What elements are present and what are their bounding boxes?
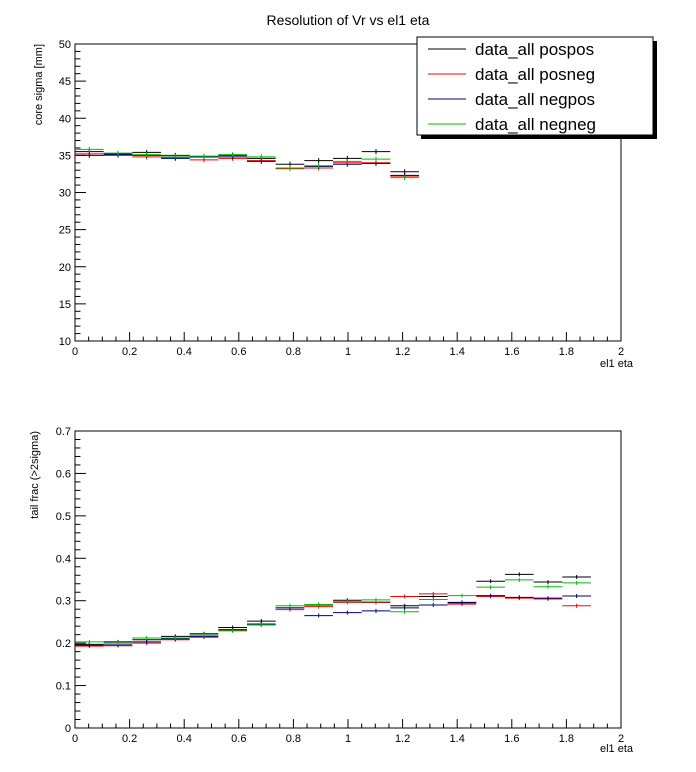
legend: data_all pospos data_all posneg data_all n… [416,36,657,139]
core-sigma-x-tick-label-0: 0 [72,346,78,358]
core-sigma-y-tick-label-0: 10 [59,336,71,348]
core-sigma-x-tick-label-6: 1.2 [395,346,410,358]
tail-frac-y-tick-label-1: 0.1 [56,681,71,693]
tail-frac-series-2 [75,593,591,648]
core-sigma-x-tick-label-3: 0.6 [231,346,246,358]
tail-frac-y-tick-label-3: 0.3 [56,596,71,608]
tail-frac-y-tick-label-2: 0.2 [56,638,71,650]
tail-frac-y-tick-label-4: 0.4 [56,553,71,565]
tail-frac-x-tick-label-5: 1 [345,733,351,745]
core-sigma-x-tick-label-5: 1 [345,346,351,358]
tail-frac-y-tick-label-6: 0.6 [56,468,71,480]
core-sigma-x-tick-label-8: 1.6 [504,346,519,358]
tail-frac-x-tick-label-8: 1.6 [504,733,519,745]
legend-frame [416,36,654,136]
legend-label-3: data_all negneg [475,115,596,134]
core-sigma-y-tick-label-5: 35 [59,150,71,162]
core-sigma-x-tick-label-7: 1.4 [450,346,465,358]
legend-label-1: data_all posneg [475,65,595,84]
tail-frac-y-axis-label: tail frac (>2sigma) [29,431,41,519]
core-sigma-x-axis-label: el1 eta [600,358,634,370]
core-sigma-series-2 [75,152,419,178]
chart-title: Resolution of Vr vs el1 eta [267,12,430,28]
tail-frac-y-tick-label-5: 0.5 [56,511,71,523]
tail-frac-y-tick-label-7: 0.7 [56,426,71,438]
core-sigma-y-axis-label: core sigma [mm] [33,44,45,125]
tail-frac-plot-frame [74,430,622,729]
tail-frac-x-tick-label-9: 1.8 [559,733,574,745]
tail-frac-x-tick-label-10: 2 [618,733,624,745]
tail-frac-x-tick-label-1: 0.2 [122,733,137,745]
core-sigma-y-tick-label-3: 25 [59,225,71,237]
tail-frac-x-tick-label-6: 1.2 [395,733,410,745]
core-sigma-series-3 [75,146,419,181]
legend-label-2: data_all negpos [475,90,595,109]
tail-frac-x-tick-label-0: 0 [72,733,78,745]
tail-frac-y-tick-label-0: 0 [65,723,71,735]
legend-label-0: data_all pospos [475,40,594,59]
tail-frac-x-tick-label-3: 0.6 [231,733,246,745]
core-sigma-x-tick-label-2: 0.4 [177,346,192,358]
core-sigma-y-tick-label-7: 45 [59,76,71,88]
core-sigma-y-tick-label-4: 30 [59,188,71,200]
core-sigma-panel: 0 0.2 0.4 0.6 0.8 1 1.2 1.4 1.6 1.8 2 10 15 20 25 30 35 4… [33,39,634,370]
tail-frac-series-3 [75,577,591,646]
core-sigma-y-tick-label-1: 15 [59,299,71,311]
core-sigma-x-tick-label-4: 0.8 [286,346,301,358]
tail-frac-series-0 [75,572,591,647]
tail-frac-x-axis-label: el1 eta [600,743,634,755]
tail-frac-panel: 0 0.2 0.4 0.6 0.8 1 1.2 1.4 1.6 1.8 2 0 0.1 0.2 0.3 0.4… [29,426,634,755]
core-sigma-x-tick-label-1: 0.2 [122,346,137,358]
core-sigma-x-tick-label-10: 2 [618,346,624,358]
core-sigma-y-tick-label-6: 40 [59,113,71,125]
core-sigma-y-tick-label-8: 50 [59,39,71,51]
tail-frac-x-tick-label-2: 0.4 [177,733,192,745]
tail-frac-x-tick-label-7: 1.4 [450,733,465,745]
core-sigma-x-tick-label-9: 1.8 [559,346,574,358]
core-sigma-y-tick-label-2: 20 [59,262,71,274]
tail-frac-x-tick-label-4: 0.8 [286,733,301,745]
